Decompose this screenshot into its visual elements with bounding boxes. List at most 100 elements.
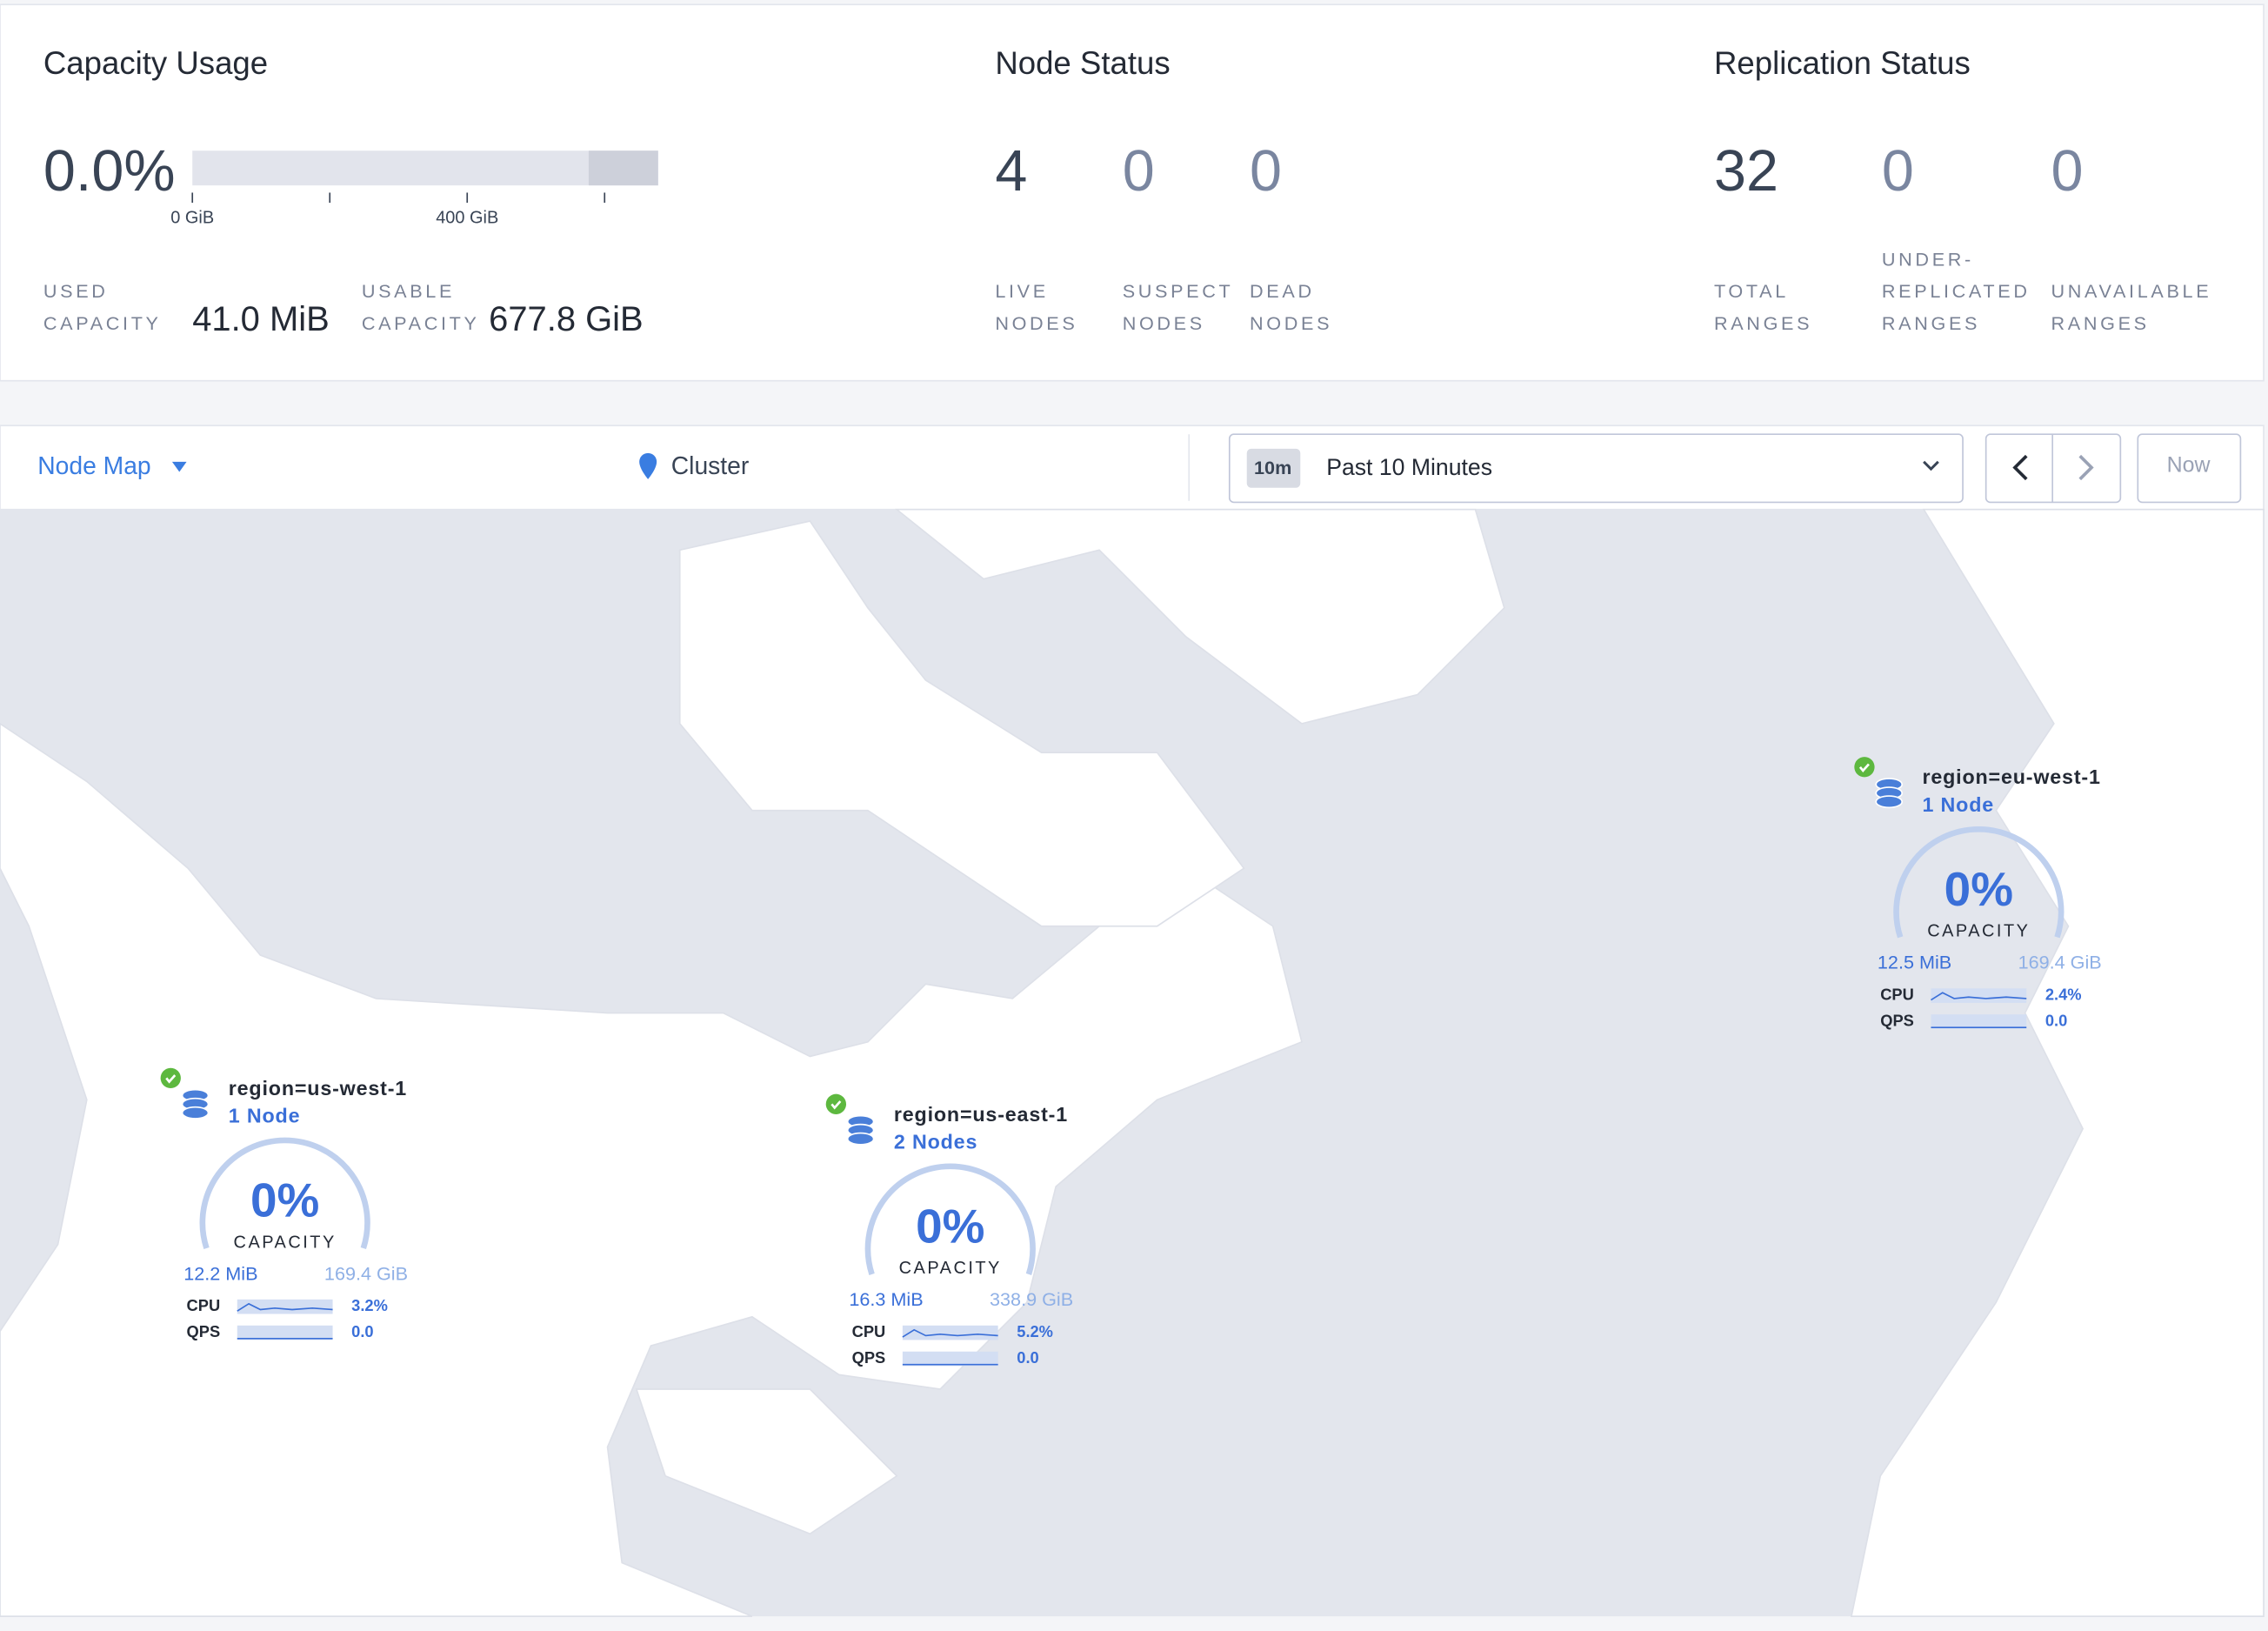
stat-label: UNAVAILABLE RANGES — [2051, 280, 2212, 334]
stat-label-line: UNAVAILABLE — [2051, 280, 2212, 302]
sparkline — [1931, 992, 2027, 1001]
total: 169.4 GiB — [2018, 952, 2102, 973]
stat-label: TOTAL RANGES — [1714, 280, 1812, 334]
land — [0, 508, 2265, 1617]
cpu-value: 3.2% — [351, 1296, 388, 1314]
stat-label-line: RANGES — [1882, 312, 1980, 334]
sparkline-bg — [237, 1325, 333, 1340]
stat-number: 0 — [1250, 139, 1282, 204]
stat-number: 4 — [995, 139, 1027, 204]
stat-value: 41.0 MiB — [192, 300, 329, 338]
status-check — [825, 1093, 847, 1114]
stat-label-line: NODES — [1123, 312, 1205, 334]
node-count: 1 Node — [229, 1104, 301, 1126]
stat-label: USED CAPACITY — [43, 280, 162, 334]
used: 12.2 MiB — [183, 1262, 257, 1284]
scale-tick-label: 400 GiB — [436, 209, 498, 228]
now-text: Now — [2167, 452, 2211, 477]
stat-number: 0 — [2051, 139, 2084, 204]
qps-value: 0.0 — [2045, 1011, 2067, 1029]
range-text: Past 10 Minutes — [1326, 454, 1492, 480]
cpu-label: CPU — [187, 1296, 221, 1314]
capacity-percent: 0.0% — [43, 139, 176, 204]
sparkline-bg — [1931, 1014, 2027, 1029]
db-icon — [846, 1132, 875, 1146]
capacity-percent: 0% — [250, 1173, 319, 1227]
stat-label-line: CAPACITY — [362, 312, 480, 334]
stat-label-line: UNDER- — [1882, 248, 1974, 270]
qps-value: 0.0 — [1017, 1348, 1038, 1367]
stat-number: 0 — [1123, 139, 1155, 204]
stat-label-line: NODES — [1250, 312, 1332, 334]
sparkline — [237, 1302, 333, 1312]
status-check — [1854, 757, 1875, 778]
cpu-value: 2.4% — [2045, 985, 2082, 1003]
region-node[interactable]: region=us-west-1 1 Node 0% CAPACITY 12.2 MiB… — [160, 1067, 408, 1340]
region-name: region=eu-west-1 — [1922, 765, 2100, 788]
panel-title: Capacity Usage — [43, 45, 268, 81]
panel-title: Replication Status — [1714, 45, 1971, 81]
capacity-label: CAPACITY — [234, 1233, 337, 1252]
panel-title: Node Status — [995, 45, 1170, 81]
stat-label-line: USABLE — [362, 280, 455, 302]
view-selector[interactable]: Node Map — [37, 451, 150, 479]
status-check — [160, 1067, 181, 1089]
stat-label-line: USED — [43, 280, 109, 302]
stat-number: 32 — [1714, 139, 1778, 204]
view-caret — [171, 461, 187, 472]
time-range-dropdown[interactable] — [1228, 433, 1964, 504]
capacity-percent: 0% — [916, 1200, 984, 1253]
stat-label: LIVE NODES — [995, 280, 1077, 334]
prev-button[interactable] — [2012, 454, 2028, 481]
scale-tick-label: 0 GiB — [170, 209, 214, 228]
pin-icon — [639, 452, 657, 479]
qps-label: QPS — [187, 1322, 221, 1340]
stat-label-line: NODES — [995, 312, 1077, 334]
qps-label: QPS — [852, 1348, 886, 1367]
stat-number: 0 — [1882, 139, 1914, 204]
total: 169.4 GiB — [324, 1262, 408, 1284]
used: 12.5 MiB — [1878, 952, 1951, 973]
capacity-label: CAPACITY — [899, 1259, 1002, 1278]
region-node[interactable]: region=us-east-1 2 Nodes 0% CAPACITY 16.3 Mi… — [825, 1093, 1073, 1367]
stat-label-line: REPLICATED — [1882, 280, 2031, 302]
node-count: 2 Nodes — [894, 1130, 977, 1153]
now-button[interactable] — [2137, 433, 2242, 504]
next-button[interactable] — [2078, 454, 2094, 481]
capacity-percent: 0% — [1944, 862, 2013, 916]
qps-label: QPS — [1880, 1011, 1914, 1029]
dropdown-chevron — [1923, 460, 1939, 471]
capacity-gauge — [199, 1137, 370, 1250]
summary-panel — [0, 3, 2265, 382]
qps-value: 0.0 — [351, 1322, 373, 1340]
stat-label-line: LIVE — [995, 280, 1049, 302]
sparkline — [902, 1328, 998, 1338]
capacity-bar — [192, 150, 658, 186]
db-icon — [1875, 795, 1904, 809]
stat-label-line: TOTAL — [1714, 280, 1789, 302]
check-mark — [830, 1100, 842, 1110]
region-name: region=us-east-1 — [894, 1103, 1068, 1126]
node-count: 1 Node — [1922, 793, 1994, 816]
stat-label-line: SUSPECT — [1123, 280, 1234, 302]
range-badge — [1246, 448, 1301, 488]
stat-label: USABLE CAPACITY — [362, 280, 480, 334]
cpu-label: CPU — [1880, 985, 1914, 1003]
sparkline-bg — [902, 1325, 998, 1340]
region-name: region=us-west-1 — [229, 1077, 407, 1100]
stat-label-line: RANGES — [2051, 312, 2150, 334]
stat-label: UNDER- REPLICATED RANGES — [1882, 248, 2031, 333]
capacity-gauge — [864, 1163, 1036, 1275]
cpu-value: 5.2% — [1017, 1322, 1053, 1340]
stat-label-line: RANGES — [1714, 312, 1812, 334]
check-mark — [1858, 763, 1870, 773]
stat-label-line: CAPACITY — [43, 312, 162, 334]
total: 338.9 GiB — [990, 1288, 1073, 1310]
cpu-label: CPU — [852, 1322, 886, 1340]
stat-label: DEAD NODES — [1250, 280, 1332, 334]
region-node[interactable]: region=eu-west-1 1 Node 0% CAPACITY 12.5 MiB… — [1854, 757, 2102, 1029]
stat-label-line: DEAD — [1250, 280, 1315, 302]
sparkline-bg — [237, 1299, 333, 1314]
